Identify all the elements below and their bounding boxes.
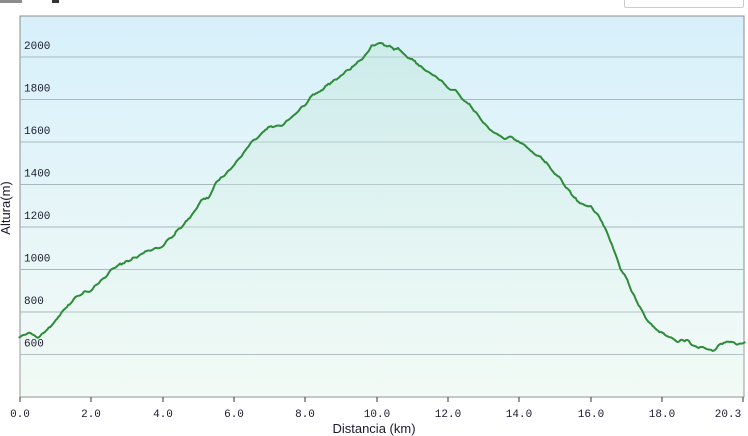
svg-text:8.0: 8.0 <box>295 409 315 421</box>
svg-text:600: 600 <box>24 339 44 351</box>
svg-text:1800: 1800 <box>24 84 50 96</box>
svg-text:18.0: 18.0 <box>649 409 675 421</box>
svg-text:1400: 1400 <box>24 169 50 181</box>
svg-text:1600: 1600 <box>24 126 50 138</box>
svg-text:800: 800 <box>24 296 44 308</box>
svg-text:20.3: 20.3 <box>715 409 741 421</box>
svg-text:Distancia (km): Distancia (km) <box>332 421 415 436</box>
svg-text:1000: 1000 <box>24 254 50 266</box>
svg-text:4.0: 4.0 <box>153 409 173 421</box>
svg-text:16.0: 16.0 <box>578 409 604 421</box>
svg-text:10.0: 10.0 <box>364 409 390 421</box>
svg-text:12.0: 12.0 <box>435 409 461 421</box>
svg-text:14.0: 14.0 <box>506 409 532 421</box>
svg-text:Altura(m): Altura(m) <box>0 181 13 234</box>
svg-text:6.0: 6.0 <box>224 409 244 421</box>
svg-text:2000: 2000 <box>24 41 50 53</box>
svg-text:1200: 1200 <box>24 211 50 223</box>
svg-text:2.0: 2.0 <box>81 409 101 421</box>
svg-text:0.0: 0.0 <box>10 409 30 421</box>
